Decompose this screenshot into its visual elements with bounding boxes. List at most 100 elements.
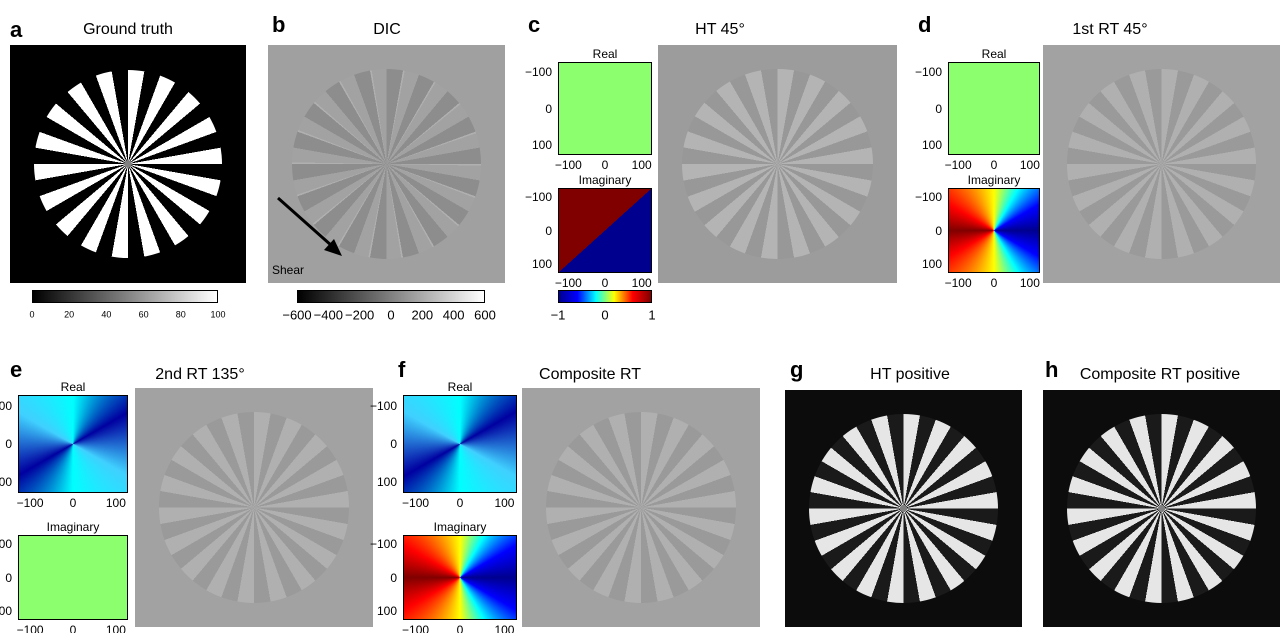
colorbar-tick: 40 [101, 311, 111, 320]
panel-title: 2nd RT 135° [155, 367, 244, 383]
inset-y-tick: 100 [0, 605, 12, 617]
panel-letter: g [790, 359, 803, 381]
shear-label: Shear [272, 264, 304, 276]
inset-y-tick: 100 [532, 258, 552, 270]
shear-arrow [272, 194, 352, 264]
colorbar-tick: 1 [648, 309, 655, 322]
inset-x-tick: 100 [494, 624, 514, 633]
inset-x-tick: 0 [602, 159, 609, 171]
inset-y-tick: 0 [390, 572, 397, 584]
inset-title: Real [448, 381, 473, 393]
panel-letter: h [1045, 359, 1058, 381]
inset-title: Imaginary [968, 174, 1021, 186]
inset [18, 395, 128, 493]
inset-y-tick: −100 [370, 538, 397, 550]
inset-x-tick: 0 [991, 159, 998, 171]
panel-title: HT positive [870, 367, 950, 383]
inset-title: Imaginary [434, 521, 487, 533]
spoke-target [546, 412, 736, 602]
inset-y-tick: 0 [5, 572, 12, 584]
panel-letter: f [398, 359, 405, 381]
inset-x-tick: 100 [1020, 159, 1040, 171]
inset-title: Real [593, 48, 618, 60]
inset [558, 62, 652, 155]
colorbar-tick: 0 [601, 309, 608, 322]
inset-title: Imaginary [579, 174, 632, 186]
inset-x-tick: 100 [632, 277, 652, 289]
colorbar-tick: −1 [551, 309, 566, 322]
inset-y-tick: 100 [922, 139, 942, 151]
inset-y-tick: 0 [5, 438, 12, 450]
spoke-target [809, 414, 999, 604]
colorbar-tick: 20 [64, 311, 74, 320]
inset-y-tick: −100 [0, 538, 12, 550]
inset-y-tick: −100 [915, 191, 942, 203]
panel-letter: d [918, 14, 931, 36]
inset-x-tick: −100 [402, 497, 429, 509]
inset [403, 535, 517, 620]
panel-title: 1st RT 45° [1072, 22, 1147, 38]
inset-title: Real [982, 48, 1007, 60]
spoke-target [682, 69, 872, 259]
colorbar-tick: 200 [411, 309, 433, 322]
inset-x-tick: 100 [106, 497, 126, 509]
spoke-target [34, 70, 223, 259]
inset [18, 535, 128, 620]
inset-y-tick: 100 [377, 476, 397, 488]
colorbar [558, 290, 652, 303]
colorbar [32, 290, 218, 303]
inset-x-tick: 0 [991, 277, 998, 289]
panel-letter: b [272, 14, 285, 36]
inset [403, 395, 517, 493]
inset-title: Imaginary [47, 521, 100, 533]
inset-x-tick: −100 [555, 159, 582, 171]
panel-letter: a [10, 19, 22, 41]
colorbar-tick: 0 [29, 311, 34, 320]
inset-y-tick: 0 [390, 438, 397, 450]
panel-title: Composite RT positive [1080, 367, 1240, 383]
colorbar-tick: 80 [176, 311, 186, 320]
colorbar-tick: −200 [345, 309, 374, 322]
inset-y-tick: −100 [370, 400, 397, 412]
inset-title: Real [61, 381, 86, 393]
inset-x-tick: 100 [106, 624, 126, 633]
inset-x-tick: −100 [402, 624, 429, 633]
inset-y-tick: 100 [0, 476, 12, 488]
colorbar-tick: 60 [139, 311, 149, 320]
inset-y-tick: 100 [922, 258, 942, 270]
inset-x-tick: 100 [632, 159, 652, 171]
inset-y-tick: −100 [0, 400, 12, 412]
inset-y-tick: −100 [525, 191, 552, 203]
inset [558, 188, 652, 273]
inset-y-tick: 0 [935, 225, 942, 237]
inset-x-tick: 100 [494, 497, 514, 509]
inset-x-tick: −100 [945, 277, 972, 289]
panel-title: Ground truth [83, 22, 173, 38]
inset-x-tick: −100 [555, 277, 582, 289]
panel-letter: e [10, 359, 22, 381]
colorbar-tick: 0 [387, 309, 394, 322]
inset-y-tick: 0 [935, 103, 942, 115]
inset-y-tick: 0 [545, 225, 552, 237]
inset-x-tick: −100 [945, 159, 972, 171]
spoke-target [159, 412, 349, 602]
inset-x-tick: 100 [1020, 277, 1040, 289]
figure: aGround truth020406080100bDICShear−600−4… [0, 0, 1280, 633]
spoke-target [1067, 69, 1257, 259]
inset-y-tick: 100 [377, 605, 397, 617]
inset [948, 62, 1040, 155]
panel-title: Composite RT [539, 367, 641, 383]
inset-x-tick: −100 [17, 497, 44, 509]
colorbar [297, 290, 485, 303]
colorbar-tick: 100 [210, 311, 225, 320]
spoke-target [1067, 414, 1257, 604]
inset-x-tick: 0 [457, 624, 464, 633]
colorbar-tick: −400 [314, 309, 343, 322]
colorbar-tick: −600 [282, 309, 311, 322]
inset-x-tick: 0 [602, 277, 609, 289]
inset-y-tick: −100 [525, 66, 552, 78]
panel-title: HT 45° [695, 22, 745, 38]
colorbar-tick: 400 [443, 309, 465, 322]
inset-x-tick: 0 [70, 624, 77, 633]
inset-x-tick: 0 [457, 497, 464, 509]
